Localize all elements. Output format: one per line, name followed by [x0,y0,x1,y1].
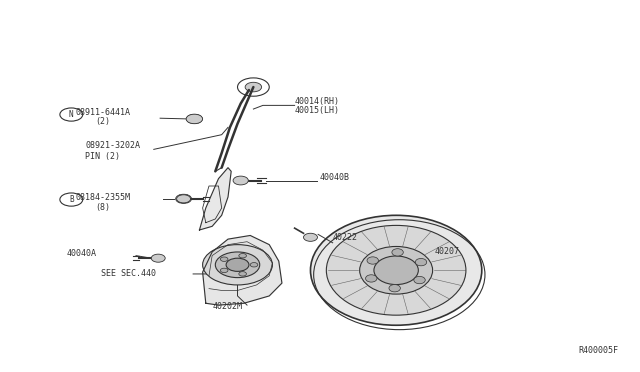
Ellipse shape [360,247,433,294]
Polygon shape [203,235,282,305]
Circle shape [151,254,165,262]
Ellipse shape [365,275,377,282]
Text: 08184-2355M: 08184-2355M [76,193,131,202]
Text: SEE SEC.440: SEE SEC.440 [101,269,156,278]
Text: (8): (8) [95,203,110,212]
Circle shape [175,194,191,203]
Text: 40014(RH): 40014(RH) [294,97,340,106]
Ellipse shape [392,249,403,256]
Polygon shape [200,168,231,230]
Circle shape [220,257,228,262]
Circle shape [186,114,203,124]
Text: (2): (2) [95,118,110,126]
Text: B: B [69,195,74,204]
Text: 40202M: 40202M [213,302,243,311]
Circle shape [186,114,202,124]
Circle shape [215,252,260,278]
Text: 40040A: 40040A [66,248,96,258]
Ellipse shape [389,285,401,292]
Text: PIN (2): PIN (2) [85,151,120,160]
Ellipse shape [310,215,482,325]
Circle shape [220,268,228,273]
Circle shape [233,176,248,185]
Text: 40222: 40222 [333,233,358,242]
Ellipse shape [367,257,378,264]
Circle shape [239,272,246,276]
Text: 40015(LH): 40015(LH) [294,106,340,115]
Text: 40040B: 40040B [320,173,350,182]
Text: 40207: 40207 [434,247,459,256]
Circle shape [303,233,317,241]
Circle shape [250,263,258,267]
Circle shape [203,245,273,285]
Circle shape [245,82,262,92]
Text: R400005F: R400005F [578,346,618,355]
Ellipse shape [415,259,427,266]
Circle shape [226,258,249,272]
Circle shape [239,254,246,258]
Circle shape [177,195,191,203]
Text: 08921-3202A: 08921-3202A [85,141,140,150]
Text: 08911-6441A: 08911-6441A [76,108,131,116]
Ellipse shape [414,276,425,284]
Ellipse shape [374,256,419,285]
Text: N: N [69,110,74,119]
Ellipse shape [326,225,466,315]
